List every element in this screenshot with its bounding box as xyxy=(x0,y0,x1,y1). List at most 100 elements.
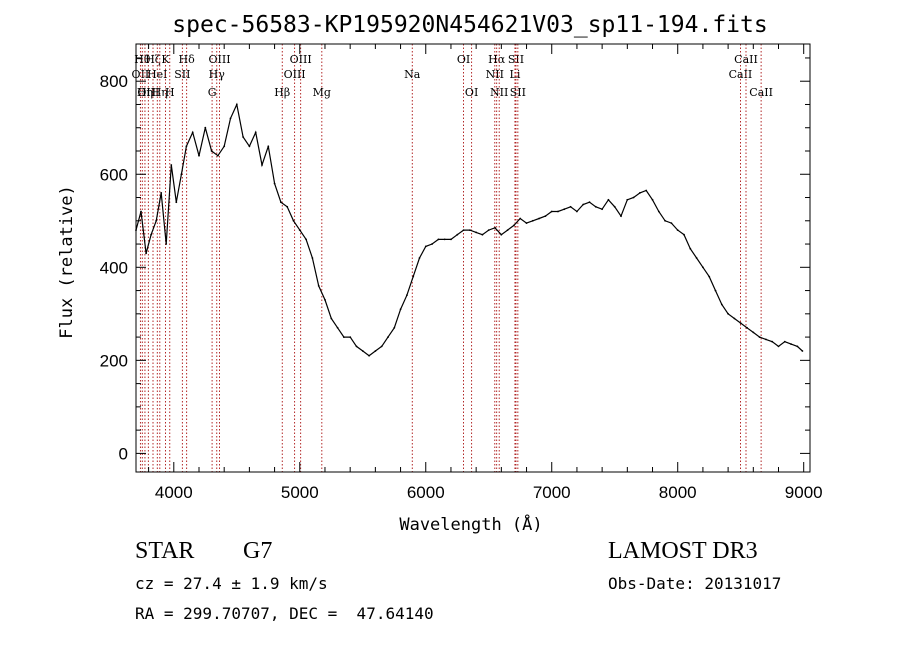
line-marker-label: Hγ xyxy=(209,68,226,81)
data-point xyxy=(223,145,226,148)
data-point xyxy=(343,336,345,338)
data-point xyxy=(355,345,358,348)
data-point xyxy=(292,219,295,222)
data-point xyxy=(720,303,723,306)
data-point xyxy=(702,266,704,269)
data-point xyxy=(613,205,616,208)
data-point xyxy=(777,345,780,348)
line-marker-label: SII xyxy=(174,68,190,81)
data-point xyxy=(150,233,153,236)
data-point xyxy=(569,205,572,208)
data-point xyxy=(645,189,648,192)
x-tick-label: 4000 xyxy=(155,483,193,502)
data-point xyxy=(406,294,408,297)
data-point xyxy=(217,154,219,157)
data-point xyxy=(601,208,603,211)
data-point xyxy=(185,145,188,148)
data-point xyxy=(531,219,534,222)
data-point xyxy=(380,345,383,348)
data-point xyxy=(576,210,578,213)
data-point xyxy=(481,233,484,236)
data-point xyxy=(771,340,774,343)
data-point xyxy=(204,126,207,129)
data-point xyxy=(801,350,804,352)
line-marker-label: Na xyxy=(404,68,421,81)
data-point xyxy=(324,299,326,301)
data-point xyxy=(500,233,503,236)
data-point xyxy=(607,198,610,201)
data-point xyxy=(286,205,289,208)
data-point xyxy=(145,252,148,255)
data-point xyxy=(727,312,729,315)
data-point xyxy=(632,196,635,199)
data-point xyxy=(620,215,622,218)
data-point xyxy=(506,229,509,232)
data-point xyxy=(657,210,660,213)
data-point xyxy=(469,229,471,232)
data-point xyxy=(267,145,270,148)
data-point xyxy=(450,238,452,241)
data-point xyxy=(180,173,183,176)
data-point xyxy=(431,243,433,245)
y-tick-label: 200 xyxy=(100,351,128,370)
axis-ticks: 4000 5000 6000 7000 8000 9000 0 200 400 600 800 xyxy=(100,44,823,502)
data-point xyxy=(368,354,370,357)
data-point xyxy=(594,205,597,208)
line-marker-label: NII xyxy=(486,68,504,81)
data-point xyxy=(525,222,528,225)
data-point xyxy=(242,136,245,138)
line-marker-label: Hη xyxy=(137,86,153,99)
y-tick-label: 0 xyxy=(119,444,128,463)
data-point xyxy=(210,150,213,152)
data-point xyxy=(229,117,232,120)
data-point xyxy=(311,257,314,259)
line-marker-label: CaII xyxy=(734,53,758,66)
data-point xyxy=(664,219,666,222)
data-point xyxy=(273,182,276,185)
x-tick-label: 8000 xyxy=(659,483,697,502)
data-point xyxy=(330,317,333,320)
data-point xyxy=(739,322,742,324)
data-point xyxy=(160,192,163,194)
line-marker-label: Hθ xyxy=(134,53,151,66)
data-point xyxy=(170,164,173,166)
plot-frame xyxy=(135,43,811,473)
data-point xyxy=(796,345,799,348)
chart-title: spec-56583-KP195920N454621V03_sp11-194.f… xyxy=(172,12,767,38)
data-point xyxy=(443,238,446,241)
data-point xyxy=(387,336,389,338)
line-marker-label: OIII xyxy=(284,68,306,81)
data-point xyxy=(563,208,566,211)
data-point xyxy=(733,317,736,320)
data-point xyxy=(437,238,440,241)
data-point xyxy=(689,247,692,250)
line-marker-label: OI xyxy=(465,86,478,99)
data-point xyxy=(695,257,698,259)
data-point xyxy=(165,243,168,245)
data-point xyxy=(349,336,352,338)
data-point xyxy=(305,238,307,241)
object-subclass: G7 xyxy=(243,538,273,564)
data-point xyxy=(626,198,629,201)
data-point xyxy=(374,350,377,352)
data-point xyxy=(280,201,282,204)
line-marker-label: Hδ xyxy=(179,53,196,66)
line-marker-label: Hζ xyxy=(145,53,161,66)
line-marker-label: OIII xyxy=(208,53,230,66)
data-point xyxy=(361,350,364,352)
data-point xyxy=(550,210,553,213)
data-point xyxy=(676,229,679,232)
x-tick-label: 7000 xyxy=(533,483,571,502)
line-marker-label: OI xyxy=(457,53,470,66)
line-marker-label: G xyxy=(208,86,217,99)
redshift-cz: cz = 27.4 ± 1.9 km/s xyxy=(135,574,328,593)
data-point xyxy=(752,331,755,334)
line-marker-label: Hη xyxy=(152,86,168,99)
data-point xyxy=(393,326,396,329)
data-point xyxy=(462,229,465,232)
data-point xyxy=(683,233,685,236)
line-marker-label: HeI xyxy=(147,68,167,81)
data-point xyxy=(557,210,559,213)
data-point xyxy=(336,326,339,329)
data-point xyxy=(783,340,786,343)
